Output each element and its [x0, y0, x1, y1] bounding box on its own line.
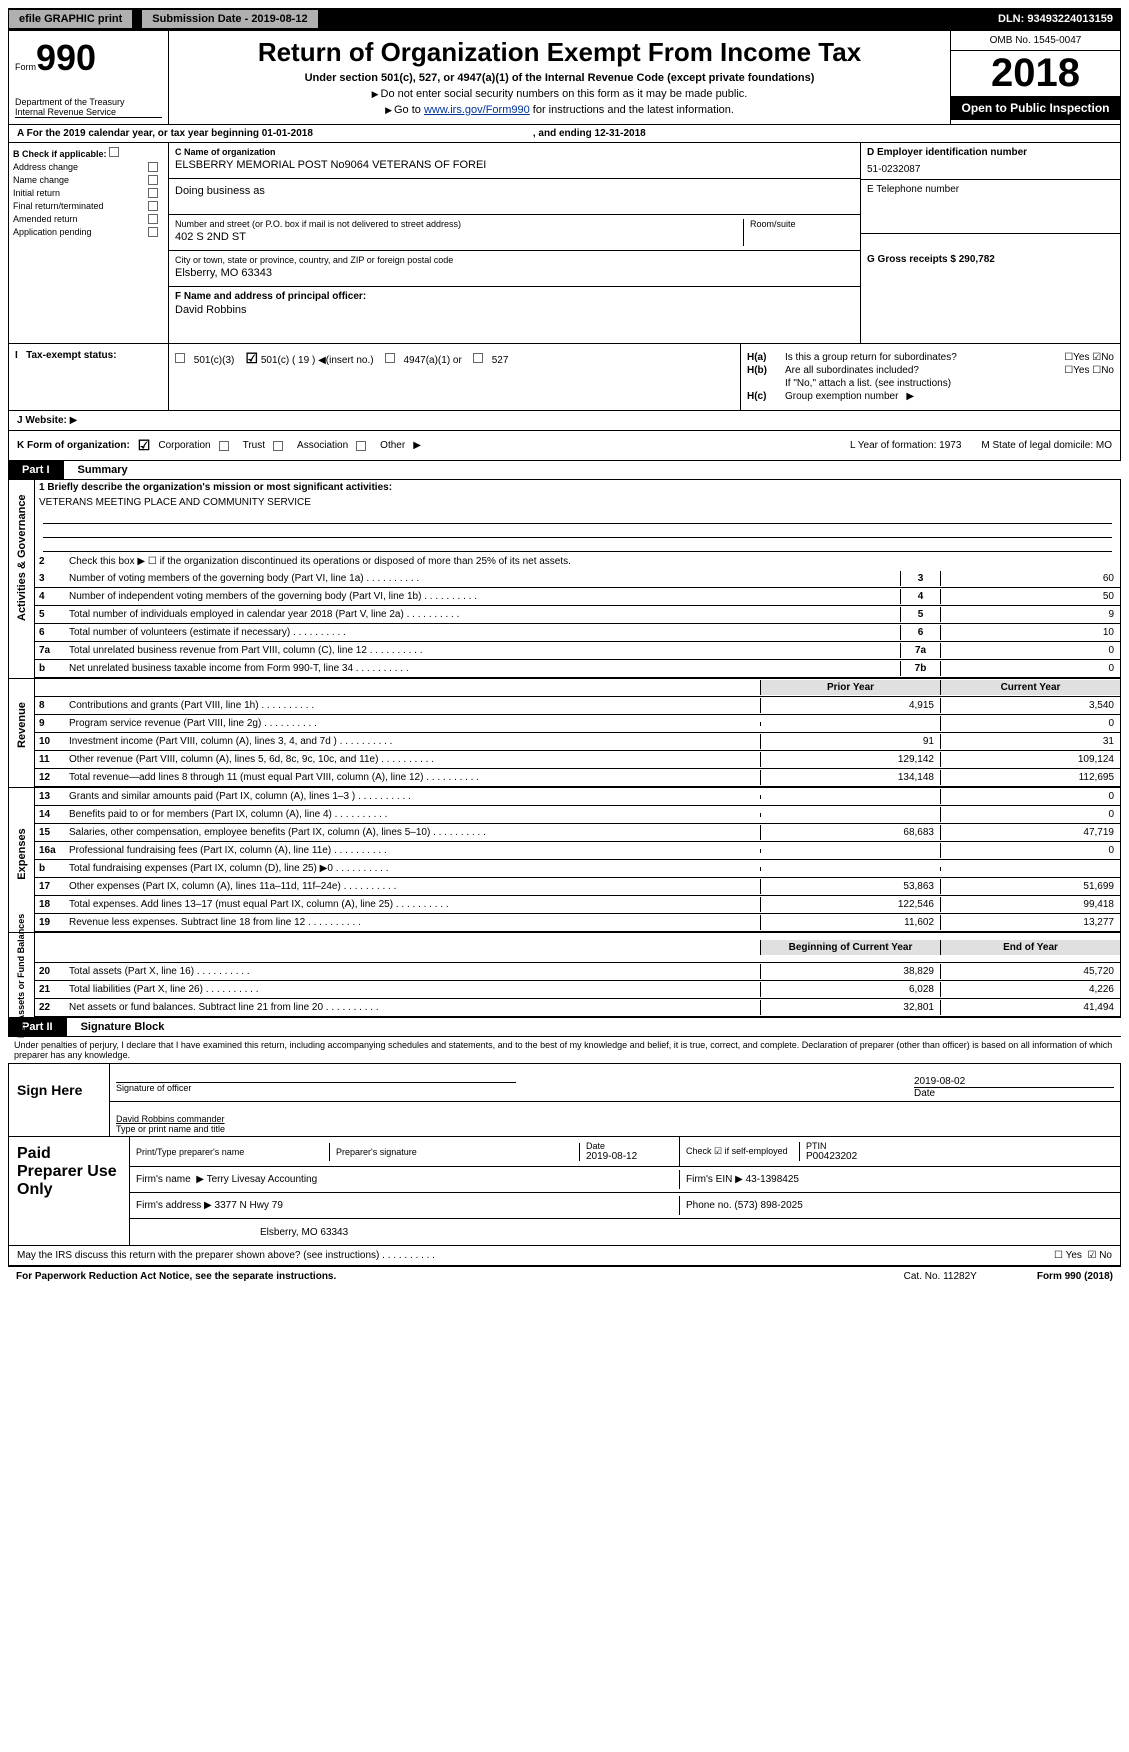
- omb: OMB No. 1545-0047: [951, 31, 1120, 51]
- footer: For Paperwork Reduction Act Notice, see …: [8, 1266, 1121, 1286]
- website-row: J Website: ▶: [8, 411, 1121, 431]
- irs-link[interactable]: www.irs.gov/Form990: [424, 104, 530, 116]
- section-d: D Employer identification number 51-0232…: [860, 143, 1120, 343]
- efile-label: efile GRAPHIC print: [8, 9, 133, 29]
- year-cell: OMB No. 1545-0047 2018 Open to Public In…: [950, 31, 1120, 124]
- part-1-header: Part I Summary: [8, 461, 1121, 480]
- instr-1: Do not enter social security numbers on …: [175, 88, 944, 100]
- tax-status-row: I Tax-exempt status: 501(c)(3) ☑ 501(c) …: [8, 344, 1121, 411]
- section-h: H(a)Is this a group return for subordina…: [740, 344, 1120, 410]
- dept-label: Department of the Treasury: [15, 97, 162, 107]
- instr-2: Go to www.irs.gov/Form990 for instructio…: [175, 104, 944, 116]
- tax-year: 2018: [951, 51, 1120, 96]
- submission-date: Submission Date - 2019-08-12: [141, 9, 318, 29]
- penalties: Under penalties of perjury, I declare th…: [8, 1037, 1121, 1064]
- sub-title: Under section 501(c), 527, or 4947(a)(1)…: [175, 72, 944, 84]
- part-2-header: Part II Signature Block: [8, 1018, 1121, 1037]
- form-label: Form: [15, 62, 36, 72]
- inspection: Open to Public Inspection: [951, 96, 1120, 120]
- governance-section: Activities & Governance 1 Briefly descri…: [8, 480, 1121, 679]
- section-c: C Name of organization ELSBERRY MEMORIAL…: [169, 143, 860, 343]
- irs-label: Internal Revenue Service: [15, 107, 162, 118]
- header: Form990 Department of the Treasury Inter…: [8, 30, 1121, 125]
- signature-section: Sign Here Signature of officer 2019-08-0…: [8, 1064, 1121, 1246]
- may-irs-row: May the IRS discuss this return with the…: [8, 1246, 1121, 1266]
- net-section: Net Assets or Fund Balances Beginning of…: [8, 933, 1121, 1018]
- k-row: K Form of organization: ☑ Corporation Tr…: [8, 431, 1121, 461]
- expense-section: Expenses 13Grants and similar amounts pa…: [8, 788, 1121, 933]
- section-b: B Check if applicable: Address changeNam…: [9, 143, 169, 343]
- section-bcd: B Check if applicable: Address changeNam…: [8, 143, 1121, 344]
- form-cell: Form990 Department of the Treasury Inter…: [9, 31, 169, 124]
- title-cell: Return of Organization Exempt From Incom…: [169, 31, 950, 124]
- form-number: 990: [36, 37, 96, 78]
- revenue-section: Revenue Prior YearCurrent Year 8Contribu…: [8, 679, 1121, 788]
- main-title: Return of Organization Exempt From Incom…: [175, 37, 944, 68]
- calendar-row: A For the 2019 calendar year, or tax yea…: [8, 125, 1121, 143]
- top-bar: efile GRAPHIC print Submission Date - 20…: [8, 8, 1121, 30]
- dln: DLN: 93493224013159: [998, 13, 1121, 25]
